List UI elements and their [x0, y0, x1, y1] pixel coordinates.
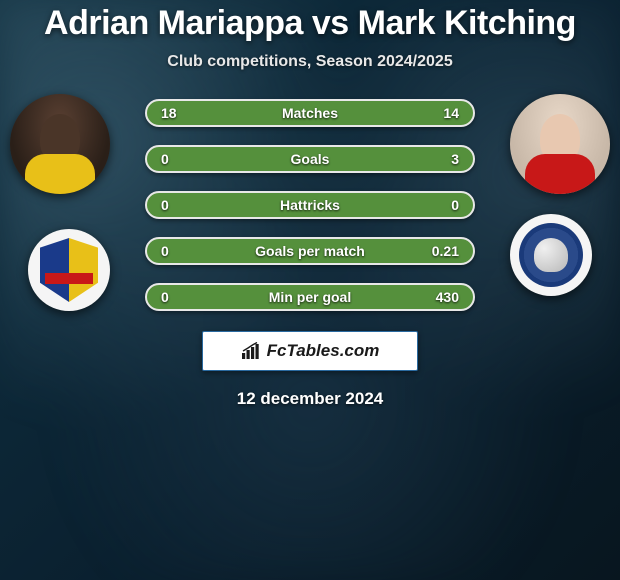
player2-photo	[510, 94, 610, 194]
stat-row-hattricks: 0 Hattricks 0	[145, 191, 475, 219]
stat-right-value: 3	[429, 151, 459, 167]
brand-name: FcTables.com	[267, 341, 380, 361]
stat-label: Goals	[291, 151, 330, 167]
comparison-date: 12 december 2024	[0, 389, 620, 409]
club2-crest-icon	[519, 223, 583, 287]
stat-left-value: 0	[161, 289, 191, 305]
player1-club-badge	[28, 229, 110, 311]
stat-row-min-per-goal: 0 Min per goal 430	[145, 283, 475, 311]
stat-label: Min per goal	[269, 289, 351, 305]
page-title: Adrian Mariappa vs Mark Kitching	[0, 4, 620, 43]
stat-right-value: 0	[429, 197, 459, 213]
player1-photo	[10, 94, 110, 194]
stat-row-goals: 0 Goals 3	[145, 145, 475, 173]
brand-badge: FcTables.com	[202, 331, 418, 371]
player2-avatar	[510, 94, 610, 194]
stat-left-value: 18	[161, 105, 191, 121]
stat-left-value: 0	[161, 243, 191, 259]
stat-row-matches: 18 Matches 14	[145, 99, 475, 127]
stat-right-value: 0.21	[429, 243, 459, 259]
stat-right-value: 14	[429, 105, 459, 121]
subtitle: Club competitions, Season 2024/2025	[0, 53, 620, 71]
comparison-card: Adrian Mariappa vs Mark Kitching Club co…	[0, 0, 620, 580]
player2-club-badge	[510, 214, 592, 296]
stat-left-value: 0	[161, 197, 191, 213]
stat-label: Hattricks	[280, 197, 340, 213]
stat-label: Matches	[282, 105, 338, 121]
stat-right-value: 430	[429, 289, 459, 305]
stat-label: Goals per match	[255, 243, 365, 259]
stat-left-value: 0	[161, 151, 191, 167]
stat-bars: 18 Matches 14 0 Goals 3 0 Hattricks 0 0 …	[145, 99, 475, 311]
stats-area: 18 Matches 14 0 Goals 3 0 Hattricks 0 0 …	[0, 99, 620, 319]
bar-chart-icon	[241, 342, 263, 360]
club1-crest-icon	[40, 238, 98, 302]
player1-avatar	[10, 94, 110, 194]
stat-row-goals-per-match: 0 Goals per match 0.21	[145, 237, 475, 265]
